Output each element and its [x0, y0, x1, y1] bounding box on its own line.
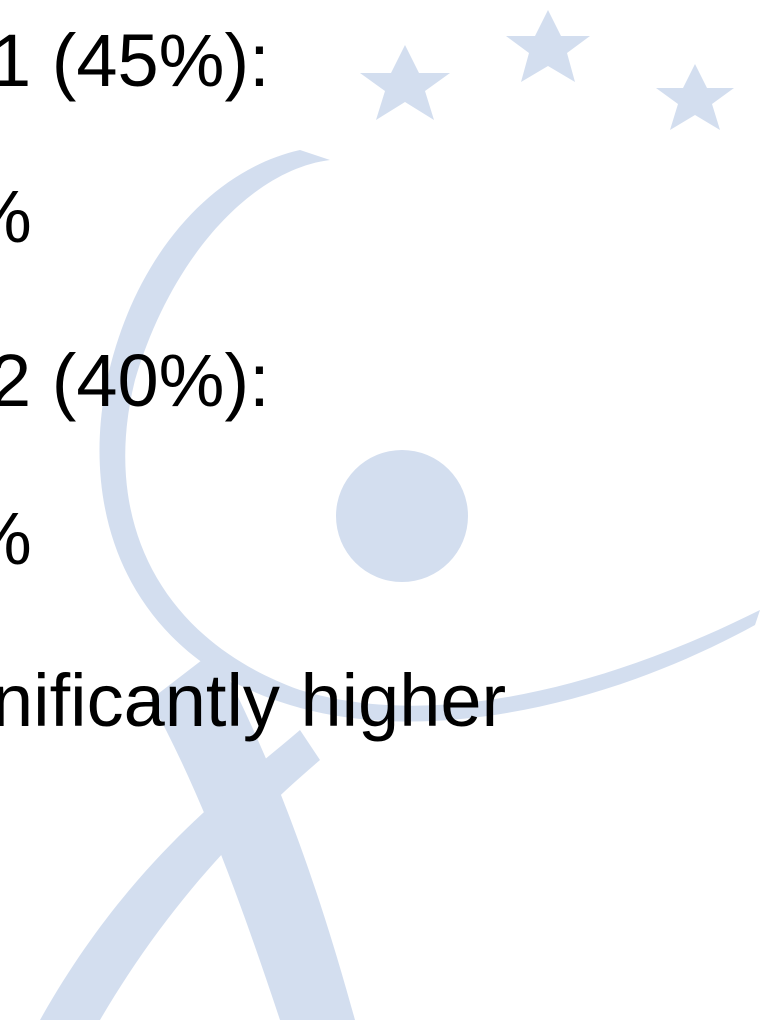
- star-icon: [506, 10, 590, 82]
- figure-arc: [99, 150, 760, 722]
- star-icon: [656, 64, 734, 130]
- figure-head: [336, 450, 468, 582]
- figure-leg: [40, 730, 320, 1020]
- bullet-line-4: %: [0, 502, 32, 576]
- bullet-line-2: %: [0, 180, 32, 254]
- bullet-line-1: 1 (45%):: [0, 19, 270, 102]
- bullet-line-3: 2 (40%):: [0, 339, 270, 422]
- star-icon: [360, 45, 450, 120]
- figure-body: [150, 650, 355, 1020]
- bullet-line-5: nificantly higher: [0, 659, 507, 742]
